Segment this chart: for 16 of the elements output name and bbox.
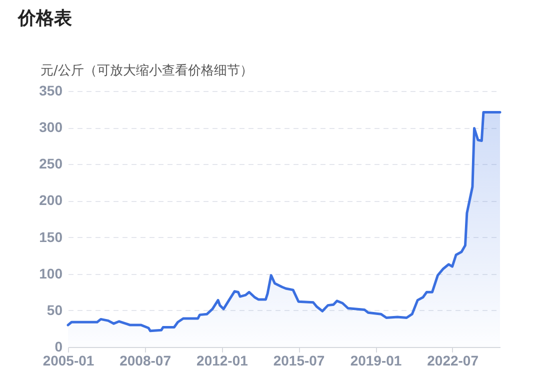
y-tick-label: 250 [39,156,63,172]
x-tick-label: 2012-01 [196,352,248,368]
y-tick-label: 150 [39,228,63,245]
y-axis-title: 元/公斤（可放大缩小查看价格细节） [40,64,253,78]
y-tick-label: 200 [39,192,63,208]
x-tick-label: 2008-07 [120,352,172,368]
x-tick-label: 2019-01 [350,352,402,368]
y-tick-label: 0 [54,338,63,354]
x-tick-label: 2022-07 [427,352,479,368]
y-tick-label: 50 [46,302,63,318]
y-tick-label: 100 [39,265,63,282]
chart-title: 价格表 [17,8,72,29]
y-tick-label: 300 [39,119,63,136]
y-tick-label: 350 [39,82,63,98]
x-tick-label: 2015-07 [273,352,325,368]
x-tick-label: 2005-01 [42,352,94,368]
